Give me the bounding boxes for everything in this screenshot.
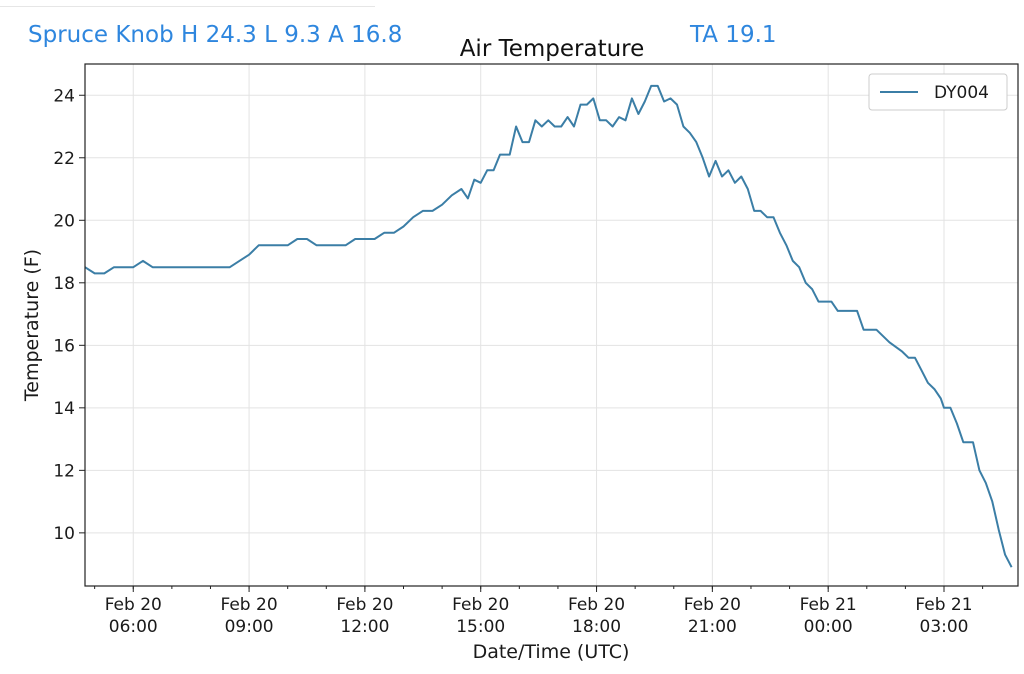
x-axis-title: Date/Time (UTC) bbox=[473, 641, 630, 663]
station-summary: Spruce Knob H 24.3 L 9.3 A 16.8 bbox=[28, 22, 403, 48]
top-divider bbox=[0, 6, 375, 7]
ta-summary: TA 19.1 bbox=[690, 22, 777, 48]
y-tick-label: 22 bbox=[53, 149, 75, 169]
x-tick-label-date: Feb 20 bbox=[221, 595, 278, 615]
legend-label: DY004 bbox=[934, 83, 989, 103]
y-tick-label: 24 bbox=[53, 86, 75, 106]
x-tick-label-time: 12:00 bbox=[340, 617, 389, 637]
x-tick-label-date: Feb 20 bbox=[684, 595, 741, 615]
x-tick-label-time: 21:00 bbox=[688, 617, 737, 637]
x-tick-label-date: Feb 20 bbox=[336, 595, 393, 615]
chart-title: Air Temperature bbox=[460, 36, 645, 62]
y-tick-label: 12 bbox=[53, 461, 75, 481]
plot-frame bbox=[84, 63, 1019, 587]
x-tick-label-time: 09:00 bbox=[225, 617, 274, 637]
x-tick-label-date: Feb 20 bbox=[105, 595, 162, 615]
x-tick-label-time: 00:00 bbox=[804, 617, 853, 637]
x-tick-label-date: Feb 20 bbox=[568, 595, 625, 615]
series-line-dy004 bbox=[84, 84, 1013, 568]
grid-lines bbox=[85, 64, 1018, 586]
x-tick-label-time: 18:00 bbox=[572, 617, 621, 637]
legend: DY004 bbox=[868, 73, 1008, 111]
y-axis-title: Temperature (F) bbox=[21, 249, 43, 402]
x-tick-label-date: Feb 21 bbox=[800, 595, 857, 615]
y-tick-label: 14 bbox=[53, 399, 75, 419]
y-axis: 10 12 14 16 18 20 22 24 bbox=[53, 86, 85, 544]
x-tick-label-time: 03:00 bbox=[920, 617, 969, 637]
x-tick-label-date: Feb 21 bbox=[915, 595, 972, 615]
y-tick-label: 10 bbox=[53, 524, 75, 544]
legend-box bbox=[868, 73, 1008, 111]
x-tick-label-date: Feb 20 bbox=[452, 595, 509, 615]
x-tick-label-time: 06:00 bbox=[109, 617, 158, 637]
y-tick-label: 20 bbox=[53, 211, 75, 231]
x-tick-label-time: 15:00 bbox=[456, 617, 505, 637]
y-tick-label: 18 bbox=[53, 274, 75, 294]
y-tick-label: 16 bbox=[53, 336, 75, 356]
series-layer bbox=[84, 84, 1013, 568]
